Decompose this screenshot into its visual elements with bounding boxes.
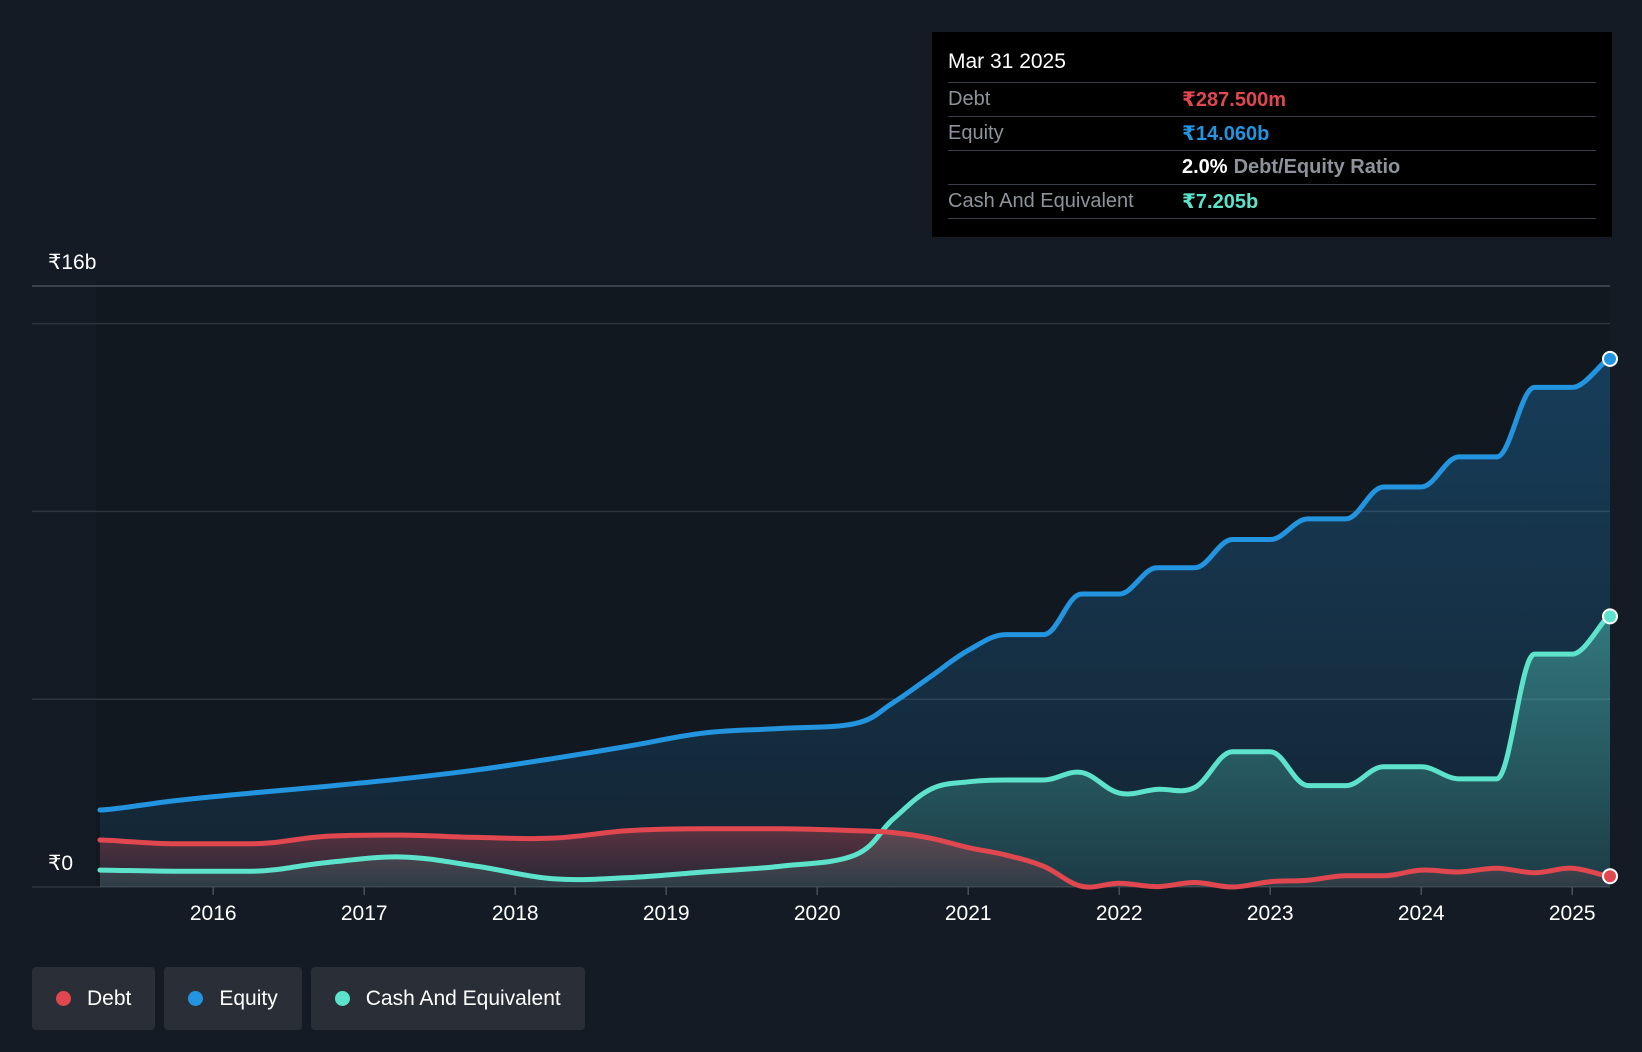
x-tick-label: 2017 [341,902,388,925]
equity-line [97,356,1613,813]
legend-item-equity[interactable]: Equity [164,967,302,1030]
tooltip-cash-value: ₹7.205b [1182,191,1259,213]
tooltip-row-cash: Cash And Equivalent ₹7.205b [948,184,1596,219]
y-tick-label-top: ₹16b [48,251,96,274]
debt-endpoint [1602,868,1618,885]
tooltip-ratio-value: 2.0% [1182,156,1228,178]
tooltip: Mar 31 2025 Debt ₹287.500m Equity ₹14.06… [932,32,1612,237]
tooltip-row-ratio: 2.0% Debt/Equity Ratio [948,150,1596,184]
debt-area [99,828,1611,888]
x-tick-label: 2023 [1247,902,1294,925]
x-tick-label: 2025 [1549,902,1596,925]
legend-cash-label: Cash And Equivalent [365,986,561,1010]
equity-endpoint [1602,350,1618,367]
tooltip-ratio-label: Debt/Equity Ratio [1233,156,1401,178]
x-tick-label: 2018 [492,902,539,925]
series-lines [97,356,1613,890]
legend: Debt Equity Cash And Equivalent [32,967,585,1030]
tooltip-row-debt: Debt ₹287.500m [948,82,1596,116]
tooltip-date: Mar 31 2025 [948,50,1066,73]
x-tick-label: 2019 [643,902,690,925]
legend-item-debt[interactable]: Debt [32,967,156,1030]
cash-area [99,616,1611,887]
tooltip-cash-label: Cash And Equivalent [948,190,1134,212]
tooltip-row-equity: Equity ₹14.060b [948,116,1596,150]
gridlines [32,285,1610,888]
cash-dot-icon [334,991,350,1006]
x-axis-ticks: 2016 2017 2018 2019 2020 2021 2022 2023 2024 2025 [190,887,1596,925]
x-tick-label: 2021 [945,902,992,925]
y-tick-label-zero: ₹0 [48,852,73,875]
debt-dot-icon [56,991,71,1006]
legend-debt-label: Debt [87,986,132,1010]
x-tick-label: 2016 [190,902,237,925]
series-endpoints [1602,350,1618,885]
legend-item-cash[interactable]: Cash And Equivalent [310,967,585,1030]
equity-dot-icon [188,991,204,1006]
debt-line [97,826,1613,890]
tooltip-equity-value: ₹14.060b [1182,123,1270,145]
tooltip-equity-label: Equity [948,122,1004,144]
x-tick-label: 2024 [1398,902,1445,925]
cash-endpoint [1602,608,1618,625]
series-areas [99,358,1611,888]
x-tick-label: 2022 [1096,902,1143,925]
x-tick-label: 2020 [794,902,841,925]
cash-line [97,613,1613,883]
legend-equity-label: Equity [219,986,278,1010]
tooltip-debt-label: Debt [948,88,991,110]
tooltip-debt-value: ₹287.500m [1182,89,1286,111]
